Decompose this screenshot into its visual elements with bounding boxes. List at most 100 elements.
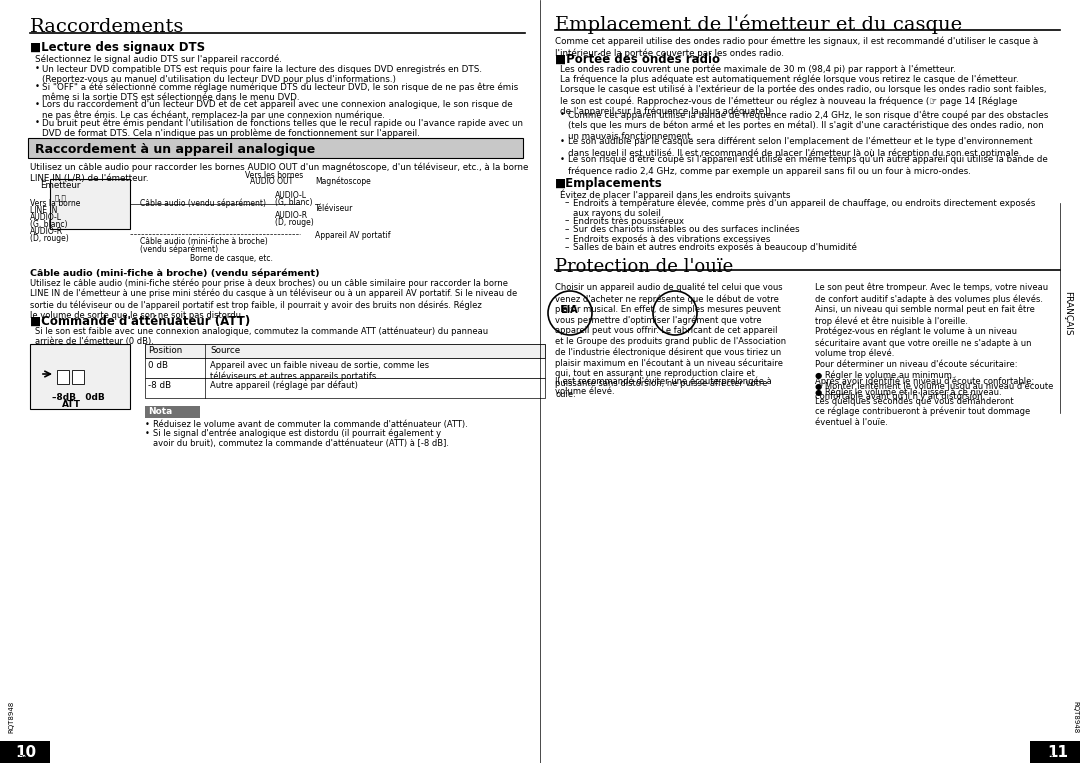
Text: •: • [35,82,40,91]
Text: Raccordements: Raccordements [30,18,185,36]
Text: 27: 27 [1043,755,1054,763]
Text: –8dB   0dB: –8dB 0dB [52,393,105,402]
Text: –: – [565,216,569,225]
Bar [50,179,130,229]
Text: •: • [145,429,150,437]
Text: AUDIO-R: AUDIO-R [275,211,308,220]
Text: •: • [561,110,565,119]
Text: •: • [35,64,40,73]
Bar [57,370,69,384]
Bar [145,406,200,418]
Text: (vendu séparément): (vendu séparément) [140,244,218,253]
Text: Le son audible par le casque sera différent selon l'emplacement de l'émetteur et: Le son audible par le casque sera différ… [568,137,1032,157]
Text: Du bruit peut être émis pendant l'utilisation de fonctions telles que le recul r: Du bruit peut être émis pendant l'utilis… [42,118,523,139]
Text: Si le signal d'entrée analogique est distordu (il pourrait également y
avoir du : Si le signal d'entrée analogique est dis… [153,429,449,449]
Text: Comme cet appareil utilise la bande de fréquence radio 2,4 GHz, le son risque d': Comme cet appareil utilise la bande de f… [568,110,1049,141]
Text: Après avoir identifié le niveau d'écoute confortable:
● Régler le volume et le l: Après avoir identifié le niveau d'écoute… [815,376,1035,397]
Text: Un lecteur DVD compatible DTS est requis pour faire la lecture des disques DVD e: Un lecteur DVD compatible DTS est requis… [42,64,482,84]
Circle shape [548,291,592,335]
Text: Raccordement à un appareil analogique: Raccordement à un appareil analogique [35,143,315,156]
Text: Appareil AV portatif: Appareil AV portatif [315,231,391,240]
Text: ATT: ATT [62,400,81,409]
Text: La fréquence la plus adéquate est automatiquement réglée lorsque vous retirez le: La fréquence la plus adéquate est automa… [561,74,1047,117]
FancyBboxPatch shape [28,138,523,158]
Text: Si le son est faible avec une connexion analogique, commutez la commande ATT (at: Si le son est faible avec une connexion … [35,326,488,346]
Text: Réduisez le volume avant de commuter la commande d'atténuateur (ATT).: Réduisez le volume avant de commuter la … [153,420,468,429]
Text: Les quelques secondes que vous demanderont
ce réglage contribueront à prévenir t: Les quelques secondes que vous demandero… [815,397,1030,427]
Text: Évitez de placer l'appareil dans les endroits suivants: Évitez de placer l'appareil dans les end… [561,189,791,199]
Text: Protection de l'ouïe: Protection de l'ouïe [555,258,733,276]
Bar [1030,741,1080,763]
Bar [30,344,130,409]
Text: Endroits à température élevée, comme près d'un appareil de chauffage, ou endroit: Endroits à température élevée, comme prè… [573,198,1036,218]
Text: Position: Position [148,346,183,355]
Text: ■Commande d'atténuateur (ATT): ■Commande d'atténuateur (ATT) [30,315,251,328]
Text: 11: 11 [1047,745,1068,760]
Bar [72,370,84,384]
Text: •: • [35,100,40,109]
Text: (D, rouge): (D, rouge) [30,234,69,243]
Circle shape [653,291,697,335]
Text: Comme cet appareil utilise des ondes radio pour émettre les signaux, il est reco: Comme cet appareil utilise des ondes rad… [555,37,1038,57]
Text: ■Portée des ondes radio: ■Portée des ondes radio [555,53,720,66]
Text: •: • [145,420,150,429]
Text: (G, blanc): (G, blanc) [275,198,312,207]
Text: Source: Source [210,346,240,355]
Text: Sur des chariots instables ou des surfaces inclinées: Sur des chariots instables ou des surfac… [573,225,799,234]
Text: Si "OFF" a été sélectionné comme réglage numérique DTS du lecteur DVD, le son ri: Si "OFF" a été sélectionné comme réglage… [42,82,518,102]
Text: (D, rouge): (D, rouge) [275,218,314,227]
Text: 0 dB: 0 dB [148,361,168,370]
Text: Le son peut être trompeur. Avec le temps, votre niveau
de confort auditif s'adap: Le son peut être trompeur. Avec le temps… [815,283,1053,401]
Text: AUDIO OUT: AUDIO OUT [249,177,293,186]
Text: –: – [565,243,569,252]
Text: AUDIO-L: AUDIO-L [275,191,307,200]
Text: Emplacement de l'émetteur et du casque: Emplacement de l'émetteur et du casque [555,15,962,34]
Text: Utilisez un câble audio pour raccorder les bornes AUDIO OUT d'un magnétoscope, d: Utilisez un câble audio pour raccorder l… [30,163,528,183]
Text: •: • [561,137,565,146]
Text: –: – [565,234,569,243]
Text: AUDIO-L: AUDIO-L [30,213,62,222]
Text: Appareil avec un faible niveau de sortie, comme les
téléviseurs et autres appare: Appareil avec un faible niveau de sortie… [210,361,429,381]
Text: (G, blanc): (G, blanc) [30,220,67,229]
Text: Magnétoscope: Magnétoscope [315,177,370,186]
Text: Nota: Nota [148,407,172,416]
Bar [0,741,50,763]
Text: Téléviseur: Téléviseur [315,204,353,213]
Text: ⬛ ⬛: ⬛ ⬛ [55,194,66,201]
Text: –: – [565,198,569,207]
Text: Choisir un appareil audio de qualité tel celui que vous
venez d'acheter ne repré: Choisir un appareil audio de qualité tel… [555,283,786,399]
Text: ■Lecture des signaux DTS: ■Lecture des signaux DTS [30,41,205,54]
Bar [145,344,545,358]
Text: LINE IN: LINE IN [30,206,57,215]
Text: RQT8948: RQT8948 [8,700,14,733]
Text: •: • [561,155,565,164]
Text: Câble audio (mini-fiche à broche): Câble audio (mini-fiche à broche) [140,237,268,246]
Text: Le son risque d'être coupé si l'appareil est utilisé en même temps qu'un autre a: Le son risque d'être coupé si l'appareil… [568,155,1048,175]
Text: -8 dB: -8 dB [148,381,171,390]
Text: Sélectionnez le signal audio DTS sur l'appareil raccordé.: Sélectionnez le signal audio DTS sur l'a… [35,54,282,63]
Text: Utilisez le câble audio (mini-fiche stéréo pour prise à deux broches) ou un câbl: Utilisez le câble audio (mini-fiche stér… [30,278,517,320]
Text: –: – [565,225,569,234]
Text: Câble audio (mini-fiche à broche) (vendu séparément): Câble audio (mini-fiche à broche) (vendu… [30,269,320,278]
Text: 10: 10 [15,745,36,760]
Text: Salles de bain et autres endroits exposés à beaucoup d'humidité: Salles de bain et autres endroits exposé… [573,243,856,253]
Text: Il est recommandé d'éviter une écoute prolongée à
volume élevé.: Il est recommandé d'éviter une écoute pr… [555,376,772,397]
Text: 26: 26 [18,755,29,763]
Text: Endroits très poussiéreux: Endroits très poussiéreux [573,216,684,226]
Bar [145,378,545,398]
Text: Borne de casque, etc.: Borne de casque, etc. [190,254,273,263]
Text: ■Emplacements: ■Emplacements [555,177,663,190]
Text: Vers la borne: Vers la borne [30,199,80,208]
Text: Les ondes radio couvrent une portée maximale de 30 m (98,4 pi) par rapport à l'é: Les ondes radio couvrent une portée maxi… [561,65,956,75]
Text: Vers les bornes: Vers les bornes [245,171,303,180]
Bar [145,358,545,378]
Text: Câble audio (vendu séparément): Câble audio (vendu séparément) [140,199,266,208]
Text: AUDIO-R: AUDIO-R [30,227,63,236]
Text: Émetteur: Émetteur [40,181,81,190]
Text: RQT8948: RQT8948 [1072,700,1078,733]
Text: FRANÇAIS: FRANÇAIS [1064,291,1072,335]
Text: •: • [35,118,40,127]
Text: Lors du raccordement d'un lecteur DVD et de cet appareil avec une connexion anal: Lors du raccordement d'un lecteur DVD et… [42,100,513,120]
Text: EIA: EIA [561,305,578,315]
Text: Endroits exposés à des vibrations excessives: Endroits exposés à des vibrations excess… [573,234,770,243]
